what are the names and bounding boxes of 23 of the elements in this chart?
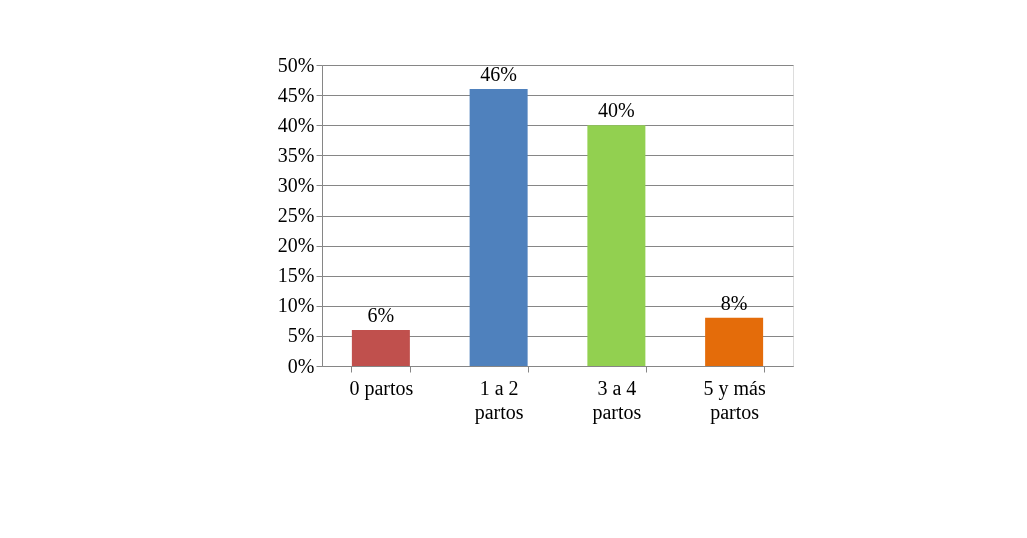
data-label: 46% xyxy=(480,63,517,86)
y-tick-label: 15% xyxy=(277,264,315,287)
y-tick-label: 10% xyxy=(277,294,315,317)
bar xyxy=(587,125,646,366)
x-tick-label: 3 a 4 partos xyxy=(592,376,642,424)
data-label: 6% xyxy=(367,303,395,326)
y-tick-label: 0% xyxy=(287,354,315,377)
bar xyxy=(351,329,410,366)
x-tick-label: 0 partos xyxy=(349,376,414,400)
y-tick-label: 30% xyxy=(277,173,315,196)
bar xyxy=(469,89,528,366)
data-label: 8% xyxy=(720,291,748,314)
data-label: 40% xyxy=(598,99,635,122)
y-tick-label: 20% xyxy=(277,234,315,257)
x-tick-label: 1 a 2 partos xyxy=(474,376,524,424)
y-tick-label: 35% xyxy=(277,143,315,166)
y-tick-label: 50% xyxy=(277,53,315,76)
bar xyxy=(705,317,764,366)
y-tick-label: 5% xyxy=(287,324,315,347)
y-tick-label: 25% xyxy=(277,204,315,226)
x-tick-label: 5 y más partos xyxy=(703,376,766,424)
y-tick-label: 40% xyxy=(277,113,315,136)
y-tick-label: 45% xyxy=(277,83,315,106)
